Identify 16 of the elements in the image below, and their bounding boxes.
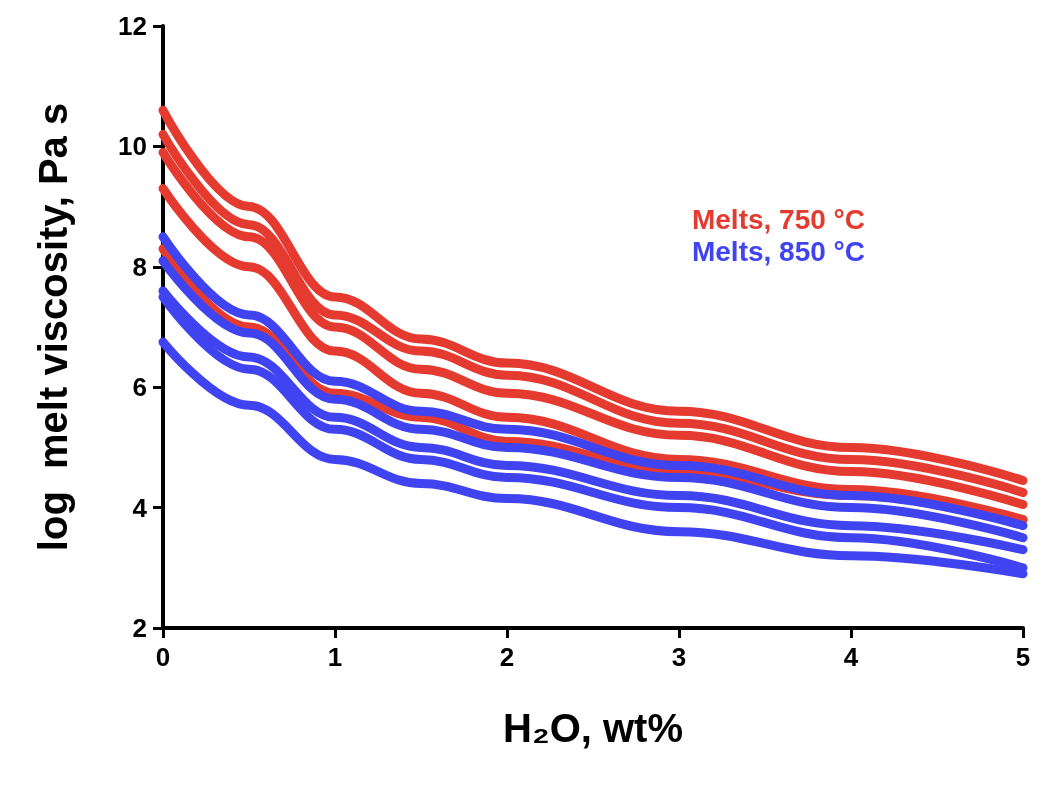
x-tick-label: 3 xyxy=(671,642,687,672)
text: Melts, 750 °C xyxy=(691,203,865,235)
text: Melts, 850 °C xyxy=(691,235,865,267)
x-tick-label: 2 xyxy=(499,642,515,672)
y-tick-label: 6 xyxy=(132,372,147,403)
x-tick-label: 5 xyxy=(1015,642,1031,672)
y-axis-title: log melt viscosity, Pa s xyxy=(31,102,75,552)
y-tick-label: 4 xyxy=(132,492,148,523)
x-tick-label: 0 xyxy=(155,642,171,672)
x-tick-label: 1 xyxy=(327,642,343,672)
x-axis-title: H₂O, wt% xyxy=(503,706,683,750)
x-tick-label: 4 xyxy=(843,642,859,672)
y-tick-label: 12 xyxy=(118,11,147,41)
y-tick-label: 2 xyxy=(132,613,147,643)
y-tick-label: 10 xyxy=(118,131,147,162)
y-tick-label: 8 xyxy=(132,251,147,282)
